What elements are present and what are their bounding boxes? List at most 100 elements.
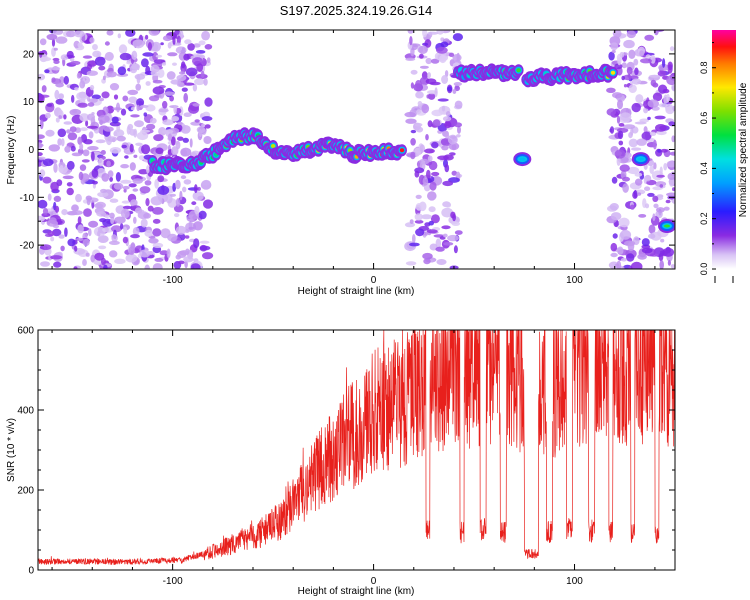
noise-blob bbox=[198, 40, 206, 46]
noise-blob bbox=[650, 54, 656, 64]
noise-blob bbox=[133, 154, 138, 158]
noise-blob bbox=[609, 203, 619, 211]
noise-blob bbox=[123, 226, 128, 235]
noise-blob bbox=[83, 139, 93, 145]
noise-blob bbox=[88, 220, 99, 228]
noise-blob bbox=[139, 155, 145, 161]
figure-title: S197.2025.324.19.26.G14 bbox=[280, 3, 433, 18]
noise-blob bbox=[190, 121, 202, 126]
noise-blob bbox=[130, 234, 140, 239]
noise-blob bbox=[63, 75, 69, 85]
noise-blob bbox=[79, 113, 90, 122]
noise-blob bbox=[184, 235, 190, 239]
noise-blob bbox=[115, 172, 121, 182]
noise-blob bbox=[67, 238, 76, 247]
noise-blob bbox=[53, 47, 58, 51]
noise-blob bbox=[152, 86, 165, 95]
noise-blob bbox=[643, 176, 647, 184]
noise-blob bbox=[113, 94, 119, 100]
noise-blob bbox=[425, 78, 437, 85]
noise-blob bbox=[130, 199, 138, 207]
noise-blob bbox=[199, 240, 210, 244]
noise-blob bbox=[197, 186, 201, 191]
noise-blob bbox=[635, 178, 643, 186]
noise-blob bbox=[434, 87, 438, 97]
noise-blob bbox=[109, 147, 122, 154]
noise-blob bbox=[67, 132, 78, 141]
noise-blob bbox=[120, 108, 127, 116]
noise-blob bbox=[414, 219, 424, 224]
noise-blob bbox=[39, 169, 46, 178]
noise-blob bbox=[181, 87, 188, 92]
noise-blob bbox=[172, 62, 177, 66]
noise-blob bbox=[423, 183, 431, 192]
noise-blob bbox=[146, 123, 156, 130]
noise-blob bbox=[659, 166, 663, 175]
noise-blob bbox=[414, 213, 423, 221]
noise-blob bbox=[666, 93, 670, 102]
noise-blob bbox=[183, 53, 190, 61]
noise-blob bbox=[427, 72, 431, 79]
noise-blob bbox=[184, 39, 192, 45]
noise-blob bbox=[624, 152, 632, 158]
noise-blob bbox=[454, 230, 463, 236]
noise-blob bbox=[177, 136, 184, 141]
noise-blob bbox=[60, 54, 69, 61]
noise-blob bbox=[454, 122, 462, 128]
noise-blob bbox=[93, 226, 106, 237]
noise-blob bbox=[157, 175, 165, 183]
noise-blob bbox=[134, 120, 144, 128]
noise-blob bbox=[141, 144, 151, 155]
noise-blob bbox=[109, 83, 120, 91]
noise-blob bbox=[175, 198, 181, 207]
noise-blob bbox=[127, 89, 139, 95]
main-track-core bbox=[399, 148, 405, 153]
noise-blob bbox=[641, 247, 653, 254]
noise-blob bbox=[178, 260, 185, 265]
x-tick-label: -100 bbox=[163, 275, 183, 286]
noise-blob bbox=[441, 207, 454, 218]
noise-blob bbox=[427, 155, 433, 162]
noise-blob bbox=[637, 192, 642, 196]
noise-blob bbox=[658, 84, 668, 94]
noise-blob bbox=[38, 73, 45, 81]
noise-blob bbox=[52, 30, 64, 35]
snr-panel: -100 0 100 0 200 400 600 Height of straight li… bbox=[6, 326, 676, 597]
noise-blob bbox=[452, 89, 457, 94]
noise-blob bbox=[129, 143, 134, 153]
noise-blob bbox=[451, 221, 461, 226]
noise-blob bbox=[148, 30, 160, 36]
noise-blob bbox=[652, 213, 656, 221]
noise-blob bbox=[136, 98, 145, 107]
noise-blob bbox=[91, 180, 98, 185]
noise-blob bbox=[38, 94, 45, 104]
noise-blob bbox=[157, 68, 165, 78]
noise-blob bbox=[414, 122, 423, 127]
noise-blob bbox=[53, 162, 58, 173]
noise-blob bbox=[437, 98, 449, 102]
noise-blob bbox=[111, 116, 119, 124]
noise-blob bbox=[129, 65, 138, 74]
noise-blob bbox=[626, 30, 636, 39]
noise-blob bbox=[417, 101, 423, 106]
noise-blob bbox=[145, 198, 150, 207]
noise-blob bbox=[108, 240, 120, 245]
noise-blob bbox=[653, 139, 657, 150]
noise-blob bbox=[199, 245, 211, 251]
x-tick-label: -100 bbox=[163, 576, 183, 587]
noise-blob bbox=[86, 125, 99, 129]
noise-blob bbox=[158, 108, 169, 113]
noise-blob bbox=[81, 159, 90, 163]
noise-blob bbox=[41, 212, 51, 218]
colorbar-tick-label: 0.8 bbox=[699, 61, 709, 74]
noise-blob bbox=[623, 74, 633, 81]
noise-blob bbox=[52, 228, 62, 237]
noise-blob bbox=[450, 211, 456, 219]
noise-blob bbox=[94, 252, 105, 261]
noise-blob bbox=[98, 245, 107, 250]
noise-blob bbox=[104, 41, 110, 46]
noise-blob bbox=[431, 171, 440, 177]
noise-blob bbox=[619, 164, 630, 172]
noise-blob bbox=[410, 129, 417, 134]
noise-blob bbox=[634, 121, 647, 125]
